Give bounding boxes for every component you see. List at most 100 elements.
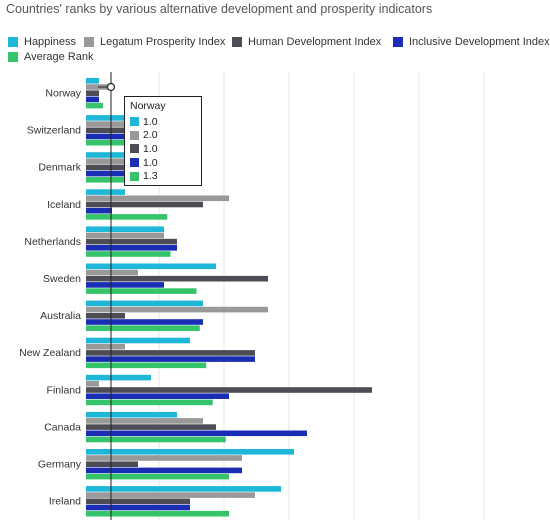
bars [86,78,372,517]
tooltip-swatch [130,117,139,127]
bar[interactable] [86,170,125,177]
bar[interactable] [86,133,138,140]
category-label: Germany [38,459,82,471]
bar[interactable] [86,343,125,350]
bar[interactable] [86,121,138,127]
category-label: Finland [47,384,82,396]
category-label: New Zealand [19,347,81,359]
tooltip-value: 1.0 [143,115,158,128]
chart-title: Countries' ranks by various alternative … [6,2,433,16]
bar[interactable] [86,313,125,319]
bar[interactable] [86,467,242,474]
bar[interactable] [86,238,177,245]
tooltip-row: 1.0 [130,115,196,129]
legend-swatch-idi [393,37,403,47]
bar[interactable] [86,207,112,214]
bar[interactable] [86,430,307,437]
bar[interactable] [86,449,294,455]
bar[interactable] [86,152,125,158]
bar[interactable] [86,245,177,251]
bar[interactable] [86,195,229,202]
tooltip-swatch [130,171,139,181]
bar[interactable] [86,399,213,406]
hover-cursor [98,72,116,520]
bar[interactable] [86,424,216,430]
category-label: Switzerland [27,125,81,137]
bar[interactable] [86,510,229,517]
bar[interactable] [86,325,200,331]
bar[interactable] [86,362,207,369]
bar[interactable] [86,189,125,195]
tooltip: Norway 1.0 2.0 1.0 1.0 1.3 [124,96,202,186]
category-label: Ireland [49,496,81,508]
category-label: Canada [44,421,81,433]
category-label: Iceland [47,199,81,211]
bar[interactable] [86,492,255,498]
bar[interactable] [86,177,138,183]
bar[interactable] [86,214,168,220]
bar[interactable] [86,201,203,208]
legend-item-average[interactable]: Average Rank [8,51,94,63]
bar[interactable] [86,115,151,121]
bar[interactable] [86,251,171,257]
category-label: Norway [45,88,81,100]
legend-swatch-happiness [8,37,18,47]
bar[interactable] [86,337,190,344]
bar[interactable] [86,411,177,418]
bar[interactable] [86,300,203,307]
category-label: Netherlands [24,236,81,248]
bar[interactable] [86,504,190,511]
bar[interactable] [86,282,164,288]
bar[interactable] [86,393,229,399]
bar[interactable] [86,381,99,387]
bar[interactable] [86,226,164,232]
bar[interactable] [86,473,229,480]
tooltip-row: 1.0 [130,156,196,170]
legend-swatch-hdi [232,37,242,47]
tooltip-row: 1.0 [130,142,196,156]
tooltip-swatch [130,130,139,140]
tooltip-swatch [130,158,139,168]
bar[interactable] [86,418,203,424]
bar[interactable] [86,387,372,393]
legend-swatch-average [8,52,18,62]
bar[interactable] [86,319,203,325]
bar[interactable] [86,78,99,84]
bar[interactable] [86,96,99,103]
bar[interactable] [86,350,255,356]
bar[interactable] [86,356,255,362]
bar[interactable] [86,90,99,96]
bar[interactable] [86,269,138,276]
bar[interactable] [86,455,242,461]
legend-item-happiness[interactable]: Happiness [8,36,76,48]
tooltip-value: 1.0 [143,142,158,155]
bar[interactable] [86,288,197,294]
tooltip-value: 1.0 [143,156,158,169]
bar[interactable] [86,436,226,443]
legend-item-hdi[interactable]: Human Development Index [232,36,381,48]
category-label: Australia [40,310,81,322]
bar[interactable] [86,232,164,239]
category-labels: Norway Switzerland Denmark Iceland Netherlan… [19,88,82,508]
legend-item-idi[interactable]: Inclusive Development Index [393,36,550,48]
legend-label-legatum: Legatum Prosperity Index [100,36,226,48]
gridlines [158,72,485,520]
legend-item-legatum[interactable]: Legatum Prosperity Index [84,36,225,48]
legend-label-happiness: Happiness [24,36,76,48]
bar[interactable] [86,306,268,313]
bar[interactable] [86,461,138,467]
bar[interactable] [86,164,138,171]
tooltip-title: Norway [130,100,166,112]
bar[interactable] [86,486,281,492]
bar[interactable] [86,498,190,505]
tooltip-row: 1.3 [130,169,196,183]
bar[interactable] [86,139,125,146]
category-label: Sweden [43,273,81,285]
legend-label-idi: Inclusive Development Index [409,36,550,48]
bar[interactable] [86,275,268,282]
bar[interactable] [86,263,216,270]
bar[interactable] [86,127,125,134]
bar[interactable] [86,102,103,109]
bar[interactable] [86,374,151,381]
